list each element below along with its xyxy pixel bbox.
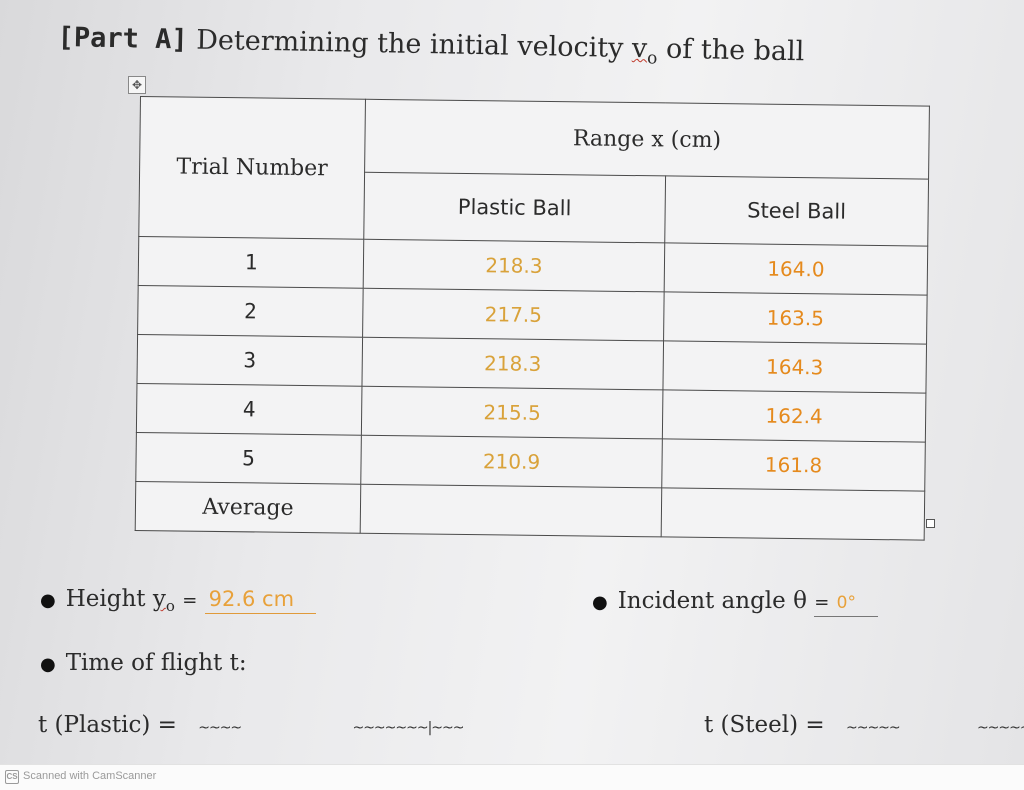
steel-value-cell[interactable]: 163.5: [663, 291, 928, 345]
height-value[interactable]: 92.6 cm: [204, 587, 317, 614]
plastic-value-cell[interactable]: 217.5: [362, 288, 665, 341]
plastic-ball-header: Plastic Ball: [363, 172, 666, 243]
trial-cell: 3: [136, 334, 363, 387]
trial-cell: 4: [136, 383, 362, 436]
camscanner-logo-icon: CS: [5, 770, 19, 784]
steel-value-cell[interactable]: 164.0: [664, 242, 928, 296]
plastic-value-cell[interactable]: 210.9: [360, 435, 663, 488]
range-header: Range x (cm): [364, 99, 930, 180]
height-item: ● Height yo = 92.6 cm: [40, 586, 317, 615]
plastic-value-cell[interactable]: 215.5: [361, 386, 663, 439]
height-equals: =: [182, 590, 198, 611]
table-resize-handle[interactable]: [926, 519, 935, 528]
average-steel-cell[interactable]: [661, 487, 925, 541]
bullet-icon: ●: [40, 654, 56, 675]
title-text: Determining the initial velocity: [196, 24, 624, 64]
angle-item: ● Incident angle θ = 0°: [592, 588, 878, 617]
trial-cell: 2: [137, 285, 364, 338]
spellcheck-squiggle-icon: ~~~~~: [976, 720, 1024, 736]
trial-cell: 5: [135, 432, 362, 485]
steel-value-cell[interactable]: 164.3: [662, 340, 927, 394]
velocity-symbol: vo: [631, 33, 658, 69]
table-move-handle-icon[interactable]: ✥: [128, 76, 146, 94]
range-table: Trial Number Range x (cm) Plastic Ball S…: [134, 96, 930, 541]
spellcheck-squiggle-icon: ~~~~~~~|~~~: [352, 720, 464, 736]
steel-value-cell[interactable]: 161.8: [661, 438, 926, 492]
t-plastic-label: t (Plastic) =: [38, 712, 177, 738]
page-title: [Part A] Determining the initial velocit…: [57, 22, 805, 69]
average-plastic-cell[interactable]: [360, 484, 662, 537]
trial-cell: 1: [138, 236, 364, 289]
angle-label: Incident angle θ: [617, 588, 807, 614]
height-symbol: yo: [152, 586, 175, 615]
title-suffix: of the ball: [665, 33, 805, 68]
angle-value[interactable]: 0°: [836, 593, 856, 613]
bullet-icon: ●: [592, 592, 608, 613]
height-label: Height: [65, 586, 146, 612]
plastic-value-cell[interactable]: 218.3: [363, 239, 665, 292]
time-of-flight-label: Time of flight t:: [65, 650, 247, 676]
trial-number-header: Trial Number: [138, 96, 366, 240]
scanner-footer: CS Scanned with CamScanner: [0, 764, 1024, 790]
steel-ball-header: Steel Ball: [664, 175, 929, 247]
angle-equals: =: [814, 592, 830, 613]
plastic-value-cell[interactable]: 218.3: [361, 337, 664, 390]
footer-text: Scanned with CamScanner: [23, 770, 157, 782]
average-label: Average: [135, 481, 361, 534]
spellcheck-squiggle-icon: ~~~~: [198, 720, 242, 736]
bullet-icon: ●: [40, 590, 56, 611]
t-plastic-row: t (Plastic) = ~~~~ ~~~~~~~|~~~: [38, 712, 465, 738]
steel-value-cell[interactable]: 162.4: [662, 389, 926, 443]
part-label: [Part A]: [57, 22, 189, 56]
t-steel-label: t (Steel) =: [704, 712, 825, 738]
average-row: Average: [135, 481, 925, 541]
spellcheck-squiggle-icon: ~~~~~: [845, 720, 901, 736]
time-of-flight-item: ● Time of flight t:: [40, 650, 247, 676]
t-steel-row: t (Steel) = ~~~~~ ~~~~~: [704, 712, 1024, 738]
